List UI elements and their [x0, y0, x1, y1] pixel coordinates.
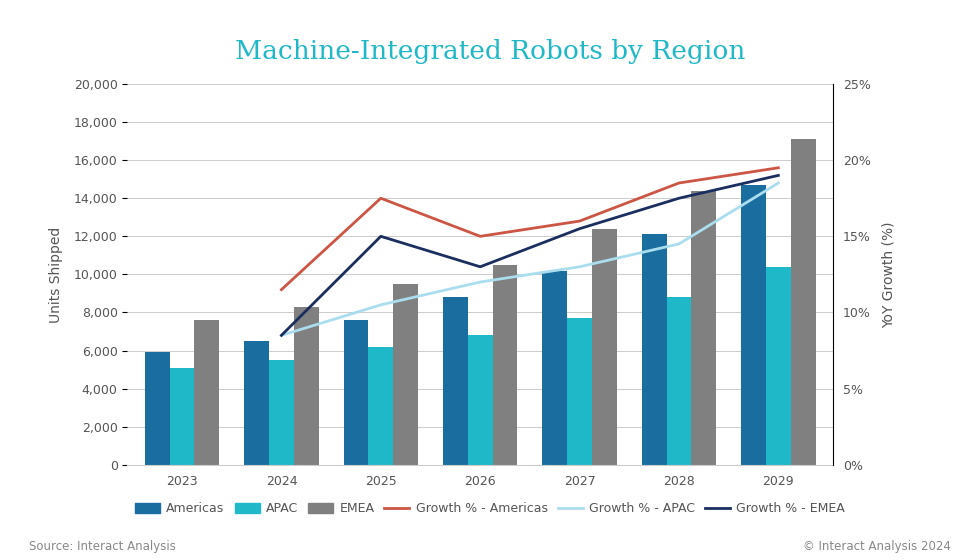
Growth % - APAC: [474, 279, 486, 286]
Bar: [194, 320, 220, 465]
Growth % - APAC: [673, 241, 685, 248]
Growth % - APAC: [375, 301, 387, 308]
Bar: [691, 190, 716, 465]
Growth % - APAC: [573, 263, 585, 270]
Growth % - APAC: [772, 180, 784, 186]
Y-axis label: Units Shipped: Units Shipped: [49, 226, 63, 323]
Growth % - EMEA: [275, 332, 287, 339]
Y-axis label: YoY Growth (%): YoY Growth (%): [882, 221, 896, 328]
Text: Machine-Integrated Robots by Region: Machine-Integrated Robots by Region: [235, 39, 745, 64]
Bar: [592, 228, 616, 465]
Growth % - Americas: [275, 286, 287, 293]
Growth % - APAC: [275, 332, 287, 339]
Growth % - EMEA: [474, 263, 486, 270]
Growth % - EMEA: [573, 225, 585, 232]
Bar: [467, 335, 493, 465]
Line: Growth % - APAC: Growth % - APAC: [281, 183, 778, 335]
Bar: [443, 297, 467, 465]
Bar: [368, 347, 393, 465]
Bar: [666, 297, 691, 465]
Bar: [766, 267, 791, 465]
Bar: [393, 284, 418, 465]
Bar: [294, 307, 318, 465]
Text: © Interact Analysis 2024: © Interact Analysis 2024: [803, 540, 951, 553]
Bar: [791, 139, 815, 465]
Bar: [244, 341, 270, 465]
Line: Growth % - Americas: Growth % - Americas: [281, 168, 778, 290]
Legend: Americas, APAC, EMEA, Growth % - Americas, Growth % - APAC, Growth % - EMEA: Americas, APAC, EMEA, Growth % - America…: [130, 497, 850, 520]
Bar: [344, 320, 368, 465]
Bar: [642, 235, 666, 465]
Bar: [270, 360, 294, 465]
Growth % - Americas: [772, 165, 784, 171]
Bar: [145, 352, 170, 465]
Bar: [741, 185, 766, 465]
Growth % - Americas: [673, 180, 685, 186]
Text: Source: Interact Analysis: Source: Interact Analysis: [29, 540, 176, 553]
Bar: [170, 368, 194, 465]
Bar: [493, 265, 517, 465]
Growth % - EMEA: [772, 172, 784, 179]
Growth % - Americas: [375, 195, 387, 202]
Bar: [542, 270, 567, 465]
Growth % - EMEA: [375, 233, 387, 240]
Growth % - EMEA: [673, 195, 685, 202]
Growth % - Americas: [573, 218, 585, 225]
Line: Growth % - EMEA: Growth % - EMEA: [281, 175, 778, 335]
Bar: [567, 318, 592, 465]
Growth % - Americas: [474, 233, 486, 240]
